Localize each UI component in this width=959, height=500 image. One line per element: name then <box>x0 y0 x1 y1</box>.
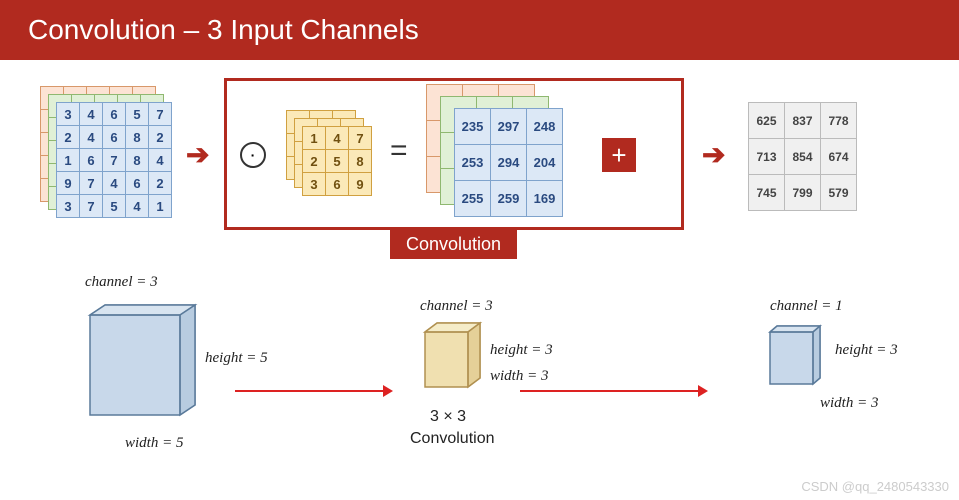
width-label: width = 5 <box>125 435 183 452</box>
channel-label: channel = 1 <box>770 298 843 315</box>
convolution-label: Convolution <box>410 430 495 448</box>
arrow-icon: ➔ <box>186 138 209 171</box>
channel-label: channel = 3 <box>85 274 158 291</box>
plus-operator: + <box>602 138 636 172</box>
kernel-cuboid <box>410 320 500 415</box>
channel-label: channel = 3 <box>420 298 493 315</box>
top-illustration: 3465724682167849746237541 ➔ · 147258369 … <box>0 82 959 242</box>
arrow-icon <box>235 390 385 392</box>
width-label: width = 3 <box>490 368 548 385</box>
bottom-illustration: channel = 3 height = 5 width = 5 channel… <box>0 280 959 480</box>
hadamard-operator: · <box>240 142 266 168</box>
page-title: Convolution – 3 Input Channels <box>0 0 959 60</box>
size-label: 3 × 3 <box>430 408 466 426</box>
arrow-icon: ➔ <box>702 138 725 171</box>
height-label: height = 5 <box>205 350 268 367</box>
arrow-icon <box>520 390 700 392</box>
input-cuboid <box>70 300 210 445</box>
convolution-label: Convolution <box>390 230 517 259</box>
height-label: height = 3 <box>835 342 898 359</box>
watermark: CSDN @qq_2480543330 <box>801 479 949 494</box>
equals-operator: = <box>390 134 408 168</box>
width-label: width = 3 <box>820 395 878 412</box>
height-label: height = 3 <box>490 342 553 359</box>
